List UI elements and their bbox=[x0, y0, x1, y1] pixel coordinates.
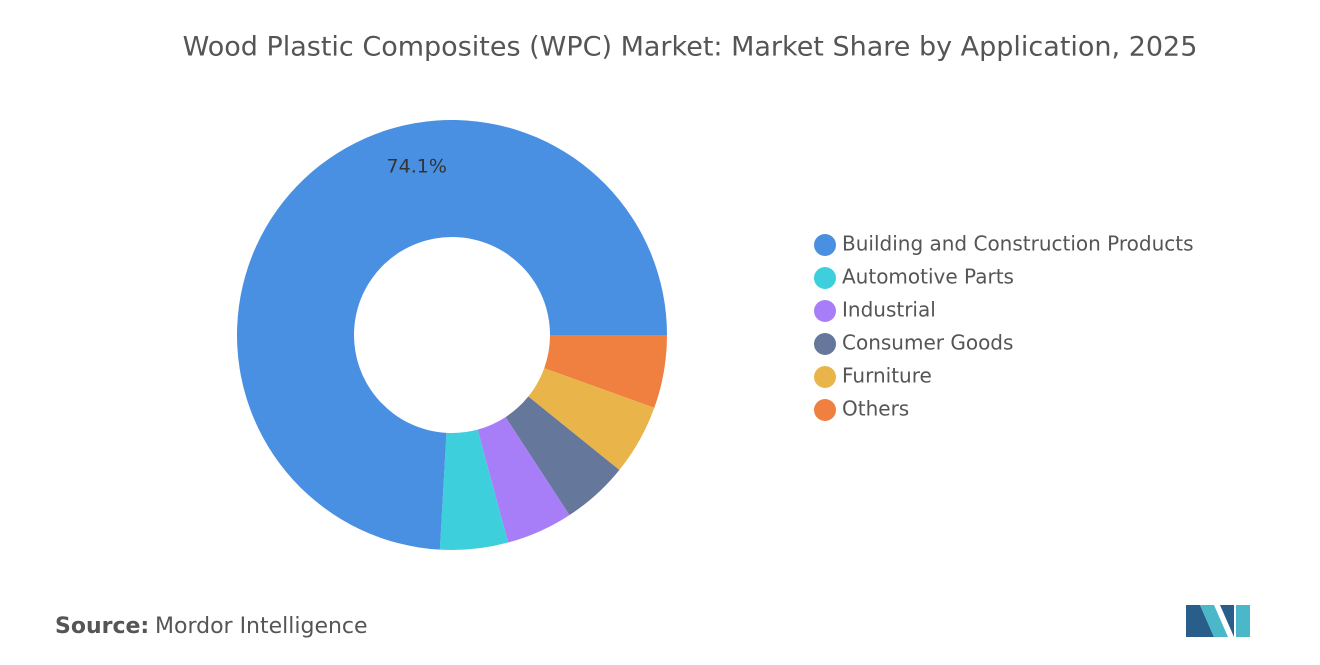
legend-label: Industrial bbox=[842, 298, 936, 322]
source-label: Source: bbox=[55, 614, 149, 639]
chart-title: Wood Plastic Composites (WPC) Market: Ma… bbox=[183, 32, 1198, 63]
legend-marker bbox=[814, 300, 836, 322]
legend-marker bbox=[814, 267, 836, 289]
slice bbox=[528, 368, 655, 470]
legend-label: Consumer Goods bbox=[842, 331, 1013, 355]
legend-label: Furniture bbox=[842, 364, 932, 388]
slice bbox=[544, 335, 667, 408]
legend-label: Others bbox=[842, 397, 909, 421]
legend-marker bbox=[814, 399, 836, 421]
legend-marker bbox=[814, 234, 836, 256]
slice bbox=[477, 417, 570, 543]
source: Mordor Intelligence bbox=[155, 614, 368, 639]
slice bbox=[439, 429, 509, 550]
logo bbox=[1186, 605, 1250, 637]
legend-marker bbox=[814, 366, 836, 388]
slice bbox=[505, 396, 620, 516]
legend-marker bbox=[814, 333, 836, 355]
slice bbox=[236, 119, 667, 550]
legend-label: Building and Construction Products bbox=[842, 232, 1194, 256]
legend-label: Automotive Parts bbox=[842, 265, 1014, 289]
value-label: 74.1% bbox=[387, 156, 447, 178]
